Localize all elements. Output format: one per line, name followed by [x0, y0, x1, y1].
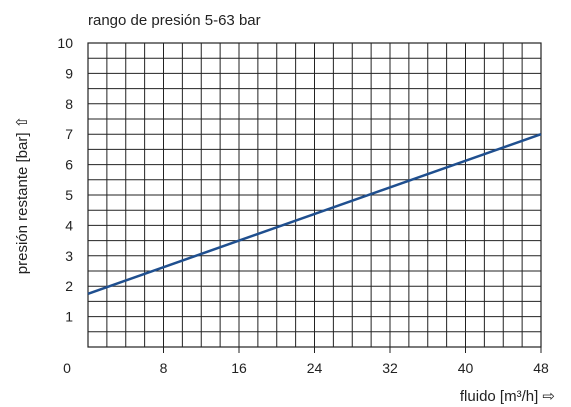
y-tick-label: 7 [65, 126, 73, 142]
y-tick-label: 3 [65, 248, 73, 264]
y-tick-label: 8 [65, 96, 73, 112]
y-tick-label: 2 [65, 278, 73, 294]
x-tick-label: 48 [533, 360, 549, 376]
x-axis-label: fluido [m³/h] ⇨ [460, 388, 555, 405]
x-tick-label: 0 [63, 360, 71, 376]
y-tick-labels: 1 2 3 4 5 6 7 8 9 10 [57, 35, 73, 325]
plot-border [87, 42, 542, 348]
y-axis-label: presión restante [bar] ⇧ [14, 116, 31, 274]
y-tick-label: 1 [65, 309, 73, 325]
x-tick-label: 40 [458, 360, 474, 376]
x-tick-label: 24 [307, 360, 323, 376]
x-tick-labels: 0 8 16 24 32 40 48 [63, 347, 549, 376]
chart-title: rango de presión 5-63 bar [88, 12, 261, 29]
x-tick-label: 16 [231, 360, 247, 376]
series-line [87, 133, 542, 295]
y-tick-label: 4 [65, 217, 73, 233]
y-tick-label: 9 [65, 65, 73, 81]
x-tick-label: 8 [160, 360, 168, 376]
x-tick-label: 32 [382, 360, 398, 376]
series-layer [87, 133, 542, 295]
y-tick-label: 6 [65, 157, 73, 173]
y-tick-label: 10 [57, 35, 73, 51]
grid-lines [88, 43, 541, 347]
y-tick-label: 5 [65, 187, 73, 203]
plot-frame [87, 42, 542, 348]
